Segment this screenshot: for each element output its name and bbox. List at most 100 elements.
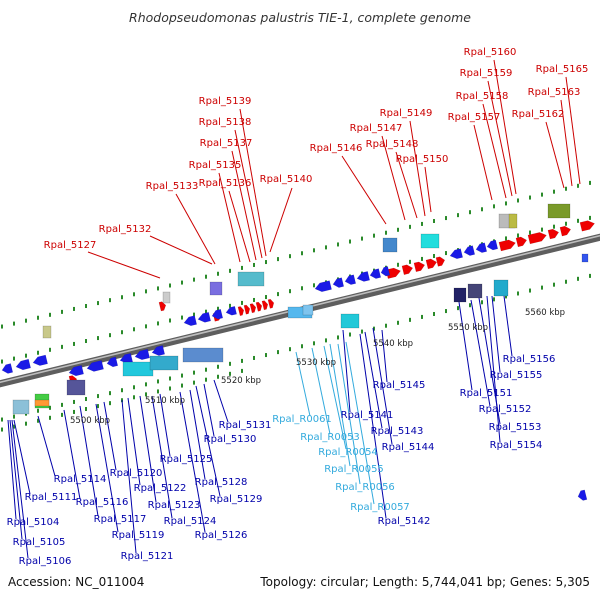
forward-gene-label: Rpal_5157 — [448, 112, 501, 123]
gene-block — [382, 237, 398, 253]
gene-block — [149, 355, 179, 371]
forward-gene-label: Rpal_5146 — [310, 143, 363, 154]
gene-block — [547, 203, 571, 219]
forward-gene-label: Rpal_5137 — [200, 138, 253, 149]
reverse-gene-label: Rpal_5145 — [373, 380, 426, 391]
reverse-gene — [211, 308, 224, 320]
forward-gene-label: Rpal_5139 — [199, 96, 252, 107]
forward-gene-label: Rpal_5132 — [99, 224, 152, 235]
rna-gene-label: Rpal_R0053 — [300, 432, 360, 443]
leader-line — [473, 124, 493, 201]
gene-block — [122, 361, 154, 377]
forward-gene — [261, 300, 269, 311]
reverse-gene — [134, 348, 150, 361]
reverse-gene-label: Rpal_5156 — [503, 354, 556, 365]
reverse-gene — [344, 274, 357, 285]
reverse-gene — [1, 363, 14, 374]
forward-gene — [559, 225, 572, 237]
leader-line — [79, 405, 99, 517]
forward-gene-label: Rpal_5165 — [536, 64, 589, 75]
reverse-gene — [486, 239, 499, 251]
forward-gene — [158, 301, 167, 312]
leader-line — [9, 419, 23, 540]
gene-block — [467, 283, 483, 299]
reverse-gene-label: Rpal_5120 — [110, 468, 163, 479]
leader-line — [218, 172, 241, 263]
leader-line — [13, 419, 31, 495]
forward-gene-label: Rpal_5162 — [512, 109, 565, 120]
reverse-gene-label: Rpal_5152 — [479, 404, 532, 415]
leader-line — [231, 150, 257, 261]
leader-line — [493, 59, 517, 195]
forward-gene — [547, 228, 560, 240]
leader-line — [491, 295, 501, 373]
leader-line — [175, 193, 216, 265]
leader-line — [470, 299, 491, 407]
forward-gene-label: Rpal_5158 — [456, 91, 509, 102]
forward-gene — [515, 236, 528, 248]
forward-gene — [243, 304, 251, 315]
forward-gene — [498, 239, 516, 252]
scale-label: 5530 kbp — [296, 358, 336, 368]
reverse-gene-label: Rpal_5154 — [490, 440, 543, 451]
reverse-gene-label: Rpal_5151 — [460, 388, 513, 399]
reverse-gene-label: Rpal_5128 — [195, 477, 248, 488]
gene-block — [340, 313, 360, 329]
gene-block — [493, 279, 509, 297]
reverse-gene-label: Rpal_5125 — [160, 454, 213, 465]
gene-block — [453, 287, 467, 303]
leader-line — [139, 395, 157, 503]
reverse-gene — [197, 311, 212, 323]
gene-block — [209, 281, 223, 296]
reverse-gene — [106, 356, 119, 368]
leader-line — [458, 301, 473, 391]
leader-line — [545, 121, 565, 189]
leader-line — [372, 327, 393, 445]
reverse-gene — [183, 315, 198, 327]
leader-line — [213, 379, 229, 423]
leader-line — [37, 415, 56, 477]
scale-label: 5500 kbp — [70, 416, 110, 426]
rna-gene-label: Rpal_R0057 — [350, 502, 410, 513]
reverse-gene-label: Rpal_5143 — [371, 426, 424, 437]
reverse-gene-label: Rpal_5124 — [164, 516, 217, 527]
leader-line — [503, 295, 513, 357]
forward-gene-label: Rpal_5148 — [366, 139, 419, 150]
leader-line — [311, 347, 331, 435]
rna-gene-label: Rpal_R0056 — [335, 482, 395, 493]
forward-gene-label: Rpal_5163 — [528, 87, 581, 98]
reverse-gene — [119, 352, 134, 364]
leader-line — [329, 343, 351, 467]
scale-label: 5540 kbp — [373, 339, 413, 349]
forward-gene-label: Rpal_5140 — [260, 174, 313, 185]
rna-gene-label: Rpal_R0061 — [272, 414, 332, 425]
leader-line — [359, 333, 387, 519]
forward-gene-label: Rpal_5138 — [199, 117, 252, 128]
leader-line — [195, 385, 221, 497]
leader-line — [345, 341, 375, 505]
reverse-gene-label: Rpal_5129 — [210, 494, 263, 505]
reverse-gene — [225, 306, 237, 316]
reverse-gene — [68, 364, 84, 377]
reverse-gene-label: Rpal_5117 — [94, 514, 147, 525]
leader-line — [560, 99, 573, 187]
scale-labels: 5500 kbp 5510 kbp 5520 kbp 5530 kbp 5540 kbp… — [70, 308, 565, 426]
forward-gene-label: Rpal_5133 — [146, 181, 199, 192]
reverse-gene-label: Rpal_5116 — [76, 497, 129, 508]
forward-gene — [425, 258, 438, 270]
reverse-gene — [577, 489, 588, 501]
leader-line — [337, 343, 361, 485]
gene-block — [34, 399, 50, 407]
forward-gene-label: Rpal_5149 — [380, 108, 433, 119]
reverse-gene-label: Rpal_5153 — [489, 422, 542, 433]
leader-line — [364, 331, 383, 429]
reverse-gene — [380, 266, 391, 277]
forward-gene-label: Rpal_5135 — [189, 160, 242, 171]
leader-line — [239, 108, 267, 257]
gene-block — [420, 233, 440, 249]
reverse-gene — [151, 345, 166, 356]
leader-line — [203, 383, 215, 437]
gene-block — [12, 399, 30, 415]
reverse-gene-label: Rpal_5104 — [7, 517, 60, 528]
gene-block — [237, 271, 265, 287]
